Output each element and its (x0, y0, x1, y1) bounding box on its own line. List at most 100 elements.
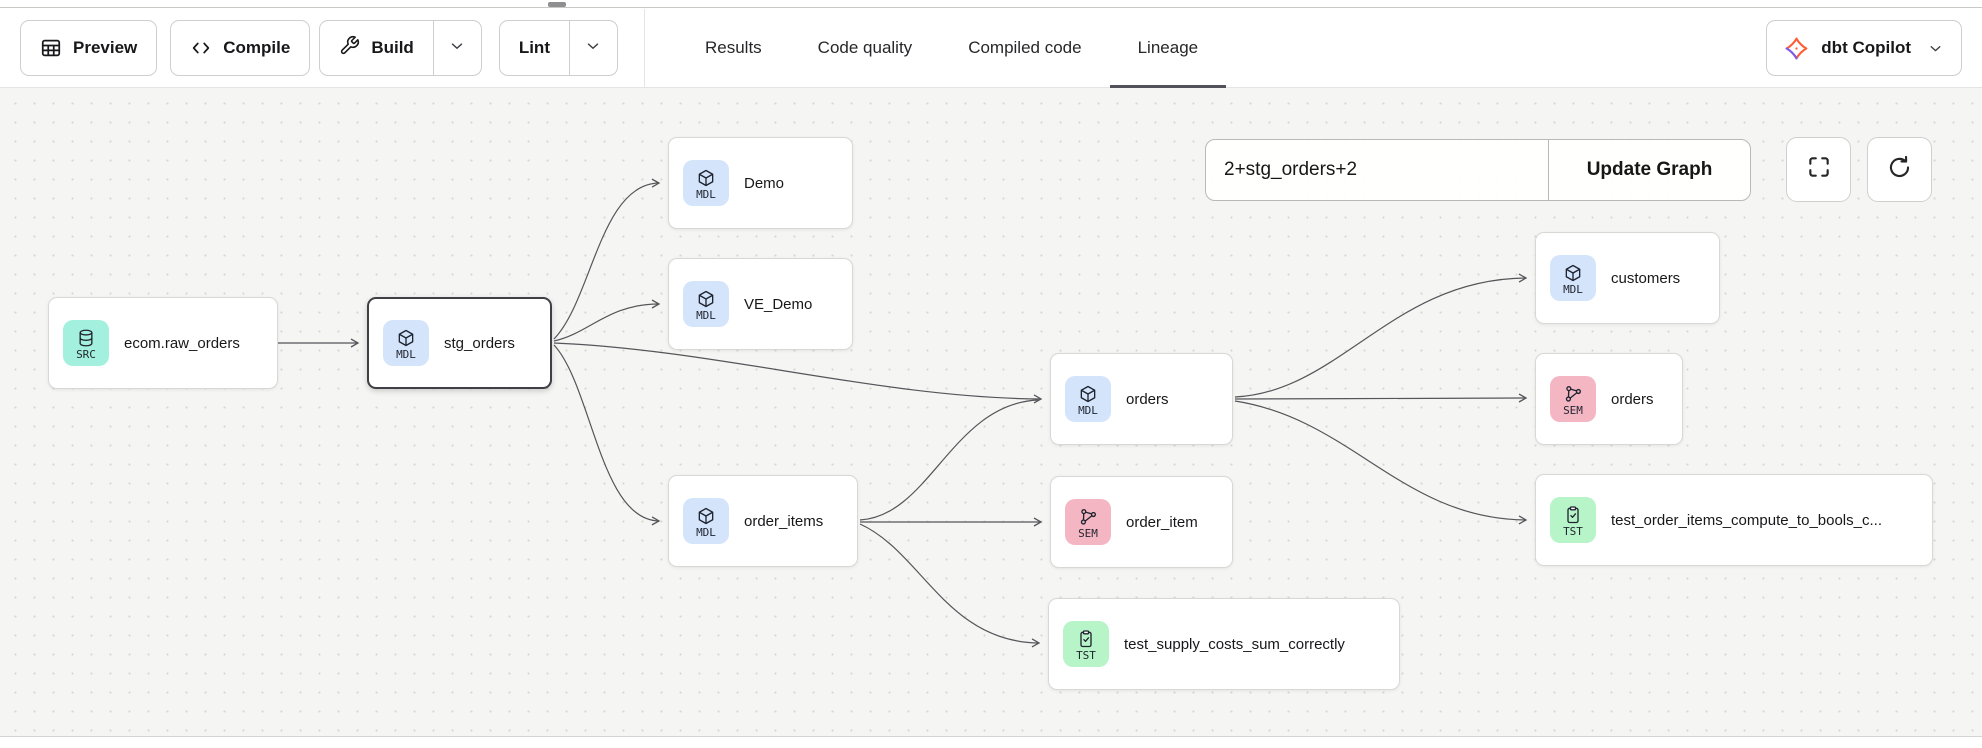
model-badge: MDL (683, 281, 729, 327)
node-label: test_order_items_compute_to_bools_c... (1611, 511, 1882, 529)
node-label: VE_Demo (744, 295, 813, 313)
editor-bottom-edge (0, 0, 1982, 8)
model-badge: MDL (383, 320, 429, 366)
dbt-copilot-button[interactable]: dbt Copilot (1766, 20, 1962, 76)
preview-label: Preview (73, 38, 138, 57)
database-icon (76, 328, 96, 348)
tab-label: Compiled code (968, 38, 1082, 57)
update-graph-button[interactable]: Update Graph (1548, 140, 1750, 200)
lint-label: Lint (518, 38, 550, 57)
test-badge: TST (1063, 621, 1109, 667)
build-button-group: Build (319, 20, 482, 76)
chevron-down-icon (1927, 40, 1944, 57)
compile-label: Compile (223, 38, 291, 57)
model-badge: MDL (1065, 376, 1111, 422)
badge-label: SEM (1078, 527, 1098, 540)
dbt-logo-icon (1784, 36, 1809, 61)
lineage-node-source-ecom-raw-orders[interactable]: SRC ecom.raw_orders (48, 297, 278, 389)
cube-icon (696, 506, 716, 526)
result-tabs: Results Code quality Compiled code Linea… (677, 9, 1226, 88)
build-button[interactable]: Build (320, 21, 433, 75)
badge-label: SRC (76, 348, 96, 361)
model-badge: MDL (683, 160, 729, 206)
lineage-node-stg-orders[interactable]: MDL stg_orders (367, 297, 552, 389)
test-icon (1563, 505, 1583, 525)
cube-icon (396, 328, 416, 348)
refresh-icon (1886, 154, 1913, 186)
cube-icon (696, 289, 716, 309)
fullscreen-button[interactable] (1786, 137, 1851, 202)
copilot-container: dbt Copilot (1766, 20, 1962, 76)
tab-compiled-code[interactable]: Compiled code (940, 9, 1109, 88)
build-label: Build (371, 38, 414, 57)
cube-icon (1078, 384, 1098, 404)
badge-label: MDL (396, 348, 416, 361)
cube-icon (696, 168, 716, 188)
tab-lineage[interactable]: Lineage (1109, 9, 1227, 88)
semantic-badge: SEM (1550, 376, 1596, 422)
badge-label: MDL (696, 188, 716, 201)
badge-label: MDL (1563, 283, 1583, 296)
lineage-node-customers[interactable]: MDL customers (1535, 232, 1720, 324)
semantic-badge: SEM (1065, 499, 1111, 545)
node-label: stg_orders (444, 334, 515, 352)
lineage-node-demo[interactable]: MDL Demo (668, 137, 853, 229)
source-badge: SRC (63, 320, 109, 366)
model-badge: MDL (1550, 255, 1596, 301)
lint-button[interactable]: Lint (500, 21, 569, 75)
cube-icon (1563, 263, 1583, 283)
tab-code-quality[interactable]: Code quality (790, 9, 941, 88)
badge-label: MDL (696, 309, 716, 322)
semantic-icon (1563, 384, 1583, 404)
lint-dropdown-button[interactable] (568, 21, 617, 75)
node-label: ecom.raw_orders (124, 334, 240, 352)
status-bar-edge (0, 736, 1982, 748)
fullscreen-icon (1806, 154, 1832, 185)
chevron-down-icon (448, 37, 466, 60)
test-badge: TST (1550, 497, 1596, 543)
build-dropdown-button[interactable] (432, 21, 481, 75)
chevron-down-icon (584, 37, 602, 60)
lineage-canvas[interactable]: SRC ecom.raw_orders MDL stg_orders (0, 88, 1982, 736)
pane-resize-handle[interactable] (548, 2, 566, 7)
wrench-icon (339, 35, 360, 61)
lineage-node-test-order-items-compute[interactable]: TST test_order_items_compute_to_bools_c.… (1535, 474, 1933, 566)
tab-label: Code quality (817, 38, 913, 57)
lineage-node-test-supply-costs[interactable]: TST test_supply_costs_sum_correctly (1048, 598, 1400, 690)
toolbar: Preview Compile Build (0, 8, 1982, 88)
graph-controls: 2+stg_orders+2 Update Graph (1205, 139, 1751, 201)
lint-button-group: Lint (498, 20, 618, 76)
badge-label: MDL (696, 526, 716, 539)
semantic-icon (1078, 507, 1098, 527)
node-label: customers (1611, 269, 1681, 287)
compile-button[interactable]: Compile (170, 20, 311, 76)
badge-label: SEM (1563, 404, 1583, 417)
test-icon (1076, 629, 1096, 649)
node-label: order_item (1126, 513, 1198, 531)
copilot-label: dbt Copilot (1821, 38, 1911, 57)
lineage-node-orders-semantic[interactable]: SEM orders (1535, 353, 1683, 445)
lineage-node-order-item-semantic[interactable]: SEM order_item (1050, 476, 1233, 568)
refresh-button[interactable] (1867, 137, 1932, 202)
table-icon (40, 37, 62, 59)
node-label: orders (1611, 390, 1654, 408)
tab-label: Results (704, 38, 762, 57)
lineage-selector-input[interactable]: 2+stg_orders+2 (1224, 159, 1358, 180)
lineage-node-ve-demo[interactable]: MDL VE_Demo (668, 258, 853, 350)
badge-label: MDL (1078, 404, 1098, 417)
tab-results[interactable]: Results (677, 9, 790, 88)
node-label: test_supply_costs_sum_correctly (1124, 635, 1345, 653)
preview-button[interactable]: Preview (20, 20, 158, 76)
model-badge: MDL (683, 498, 729, 544)
code-icon (190, 37, 212, 59)
node-label: orders (1126, 390, 1169, 408)
lineage-node-order-items[interactable]: MDL order_items (668, 475, 858, 567)
badge-label: TST (1563, 525, 1583, 538)
toolbar-divider (643, 8, 645, 88)
badge-label: TST (1076, 649, 1096, 662)
node-label: Demo (744, 174, 785, 192)
lineage-node-orders-model[interactable]: MDL orders (1050, 353, 1233, 445)
node-label: order_items (744, 512, 824, 530)
tab-label: Lineage (1137, 38, 1199, 57)
